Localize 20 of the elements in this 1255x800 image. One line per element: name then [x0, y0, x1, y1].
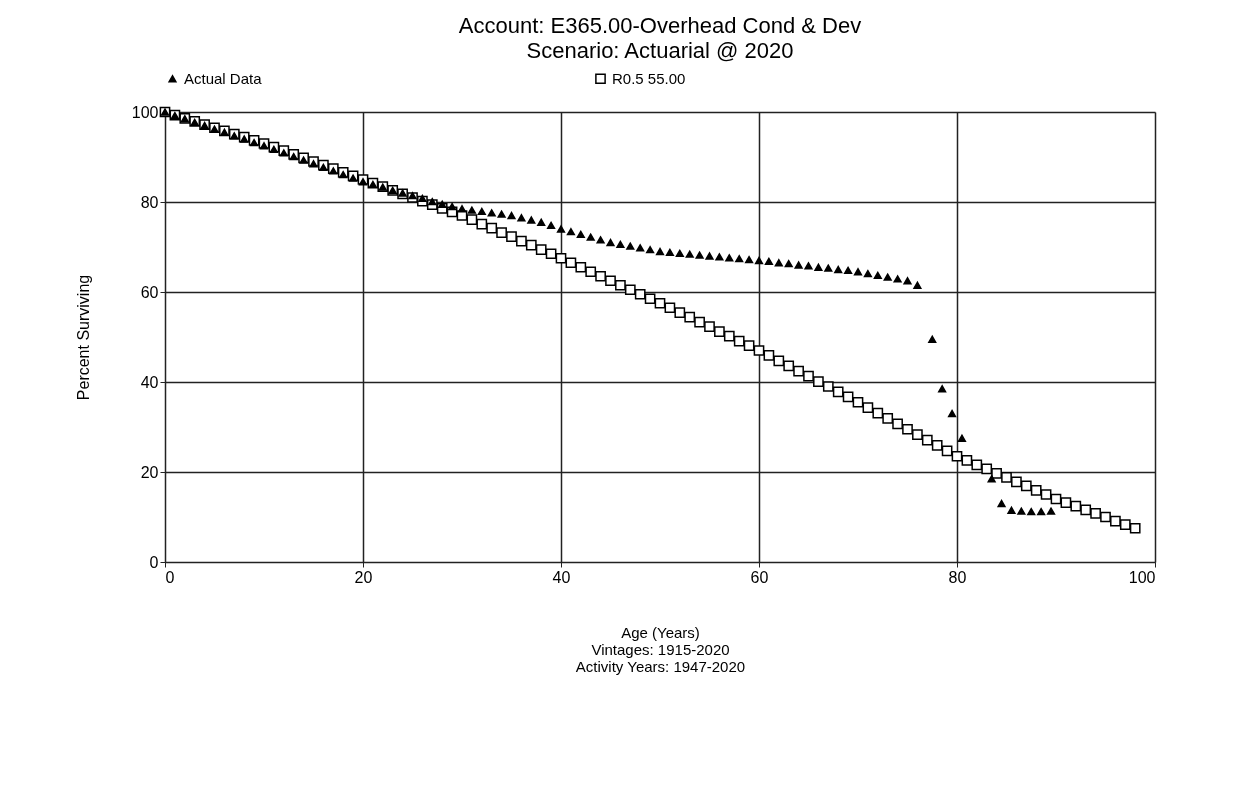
- chart-subtitle: Scenario: Actuarial @ 2020: [526, 38, 794, 63]
- x-tick-label: 20: [354, 568, 373, 586]
- y-tick-label: 100: [131, 103, 159, 121]
- x-axis-title: Age (Years): [621, 623, 700, 641]
- x-tick-label: 80: [948, 568, 967, 586]
- y-axis-title: Percent Surviving: [74, 274, 92, 401]
- legend-label: R0.5 55.00: [612, 69, 686, 87]
- y-tick-label: 80: [140, 193, 159, 211]
- y-tick-label: 20: [140, 463, 159, 481]
- x-tick-label: 40: [552, 568, 571, 586]
- text: Activity Years: 1947-2020: [575, 657, 746, 675]
- legend-label: Actual Data: [184, 69, 263, 87]
- y-tick-label: 60: [140, 283, 159, 301]
- chart-title: Account: E365.00-Overhead Cond & Dev: [458, 13, 862, 38]
- text: Vintages: 1915-2020: [591, 640, 730, 658]
- y-tick-label: 40: [140, 373, 159, 391]
- y-tick-label: 0: [149, 553, 159, 571]
- x-tick-label: 100: [1128, 568, 1156, 586]
- x-tick-label: 60: [750, 568, 769, 586]
- x-tick-label: 0: [165, 568, 175, 586]
